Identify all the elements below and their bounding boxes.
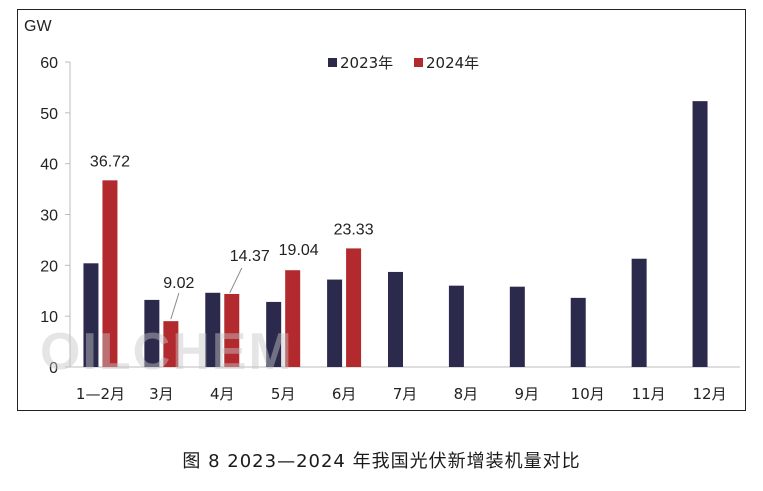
leader-line [229,267,243,294]
x-tick-label: 3月 [149,385,174,403]
x-tick-label: 9月 [515,385,540,403]
bar-2023 [388,271,403,367]
chart-frame: 0 10 20 30 40 50 60 GW 1—2月 3月 4月 5月 6月 7月 8月 9月 10月 11月 1… [17,9,746,411]
x-tick-label: 7月 [393,385,418,403]
legend-swatch [414,58,423,67]
y-tick-label: 50 [40,106,58,123]
figure-caption: 图 8 2023—2024 年我国光伏新增装机量对比 [182,451,581,472]
y-tick-label: 30 [40,208,58,225]
x-tick-label: 1—2月 [76,385,125,403]
data-label: 19.04 [279,242,319,259]
y-tick-label: 40 [40,157,58,174]
bar-2024 [224,293,240,367]
x-tick-label: 4月 [210,385,235,403]
legend-label: 2024年 [426,54,479,72]
y-tick-label: 0 [49,360,58,377]
x-tick-label: 5月 [271,385,296,403]
bar-2023 [266,301,282,367]
y-tick-label: 20 [40,258,58,275]
bar-2024 [102,180,118,367]
bar-chart: 0 10 20 30 40 50 60 GW 1—2月 3月 4月 5月 6月 7月 8月 9月 10月 11月 1… [24,18,740,403]
bar-2023 [83,263,99,367]
bar-2023 [144,299,160,367]
bar-2024 [285,270,301,367]
bar-2023 [448,285,464,367]
data-label: 36.72 [90,153,130,170]
bar-2023 [570,297,586,367]
x-tick-label: 11月 [632,385,666,403]
y-tick-label: 10 [40,309,58,326]
bar-2023 [631,258,647,367]
watermark: OILCHEM [40,323,294,381]
leader-line [170,293,180,320]
bar-2023 [509,286,525,367]
y-axis-label: GW [24,18,52,35]
legend-label: 2023年 [340,54,393,72]
x-tick-label: 6月 [332,385,357,403]
data-label: 23.33 [334,221,374,238]
x-tick-label: 10月 [571,385,605,403]
legend-swatch [328,58,337,67]
bar-2024 [346,248,362,367]
bar-2023 [692,101,708,368]
x-tick-label: 12月 [692,385,726,403]
bar-2024 [163,321,179,367]
y-tick-label: 60 [40,55,58,72]
data-label: 9.02 [163,275,194,292]
x-tick-label: 8月 [454,385,479,403]
bar-2023 [205,292,221,367]
data-label: 14.37 [230,248,270,265]
bar-2023 [327,279,343,367]
